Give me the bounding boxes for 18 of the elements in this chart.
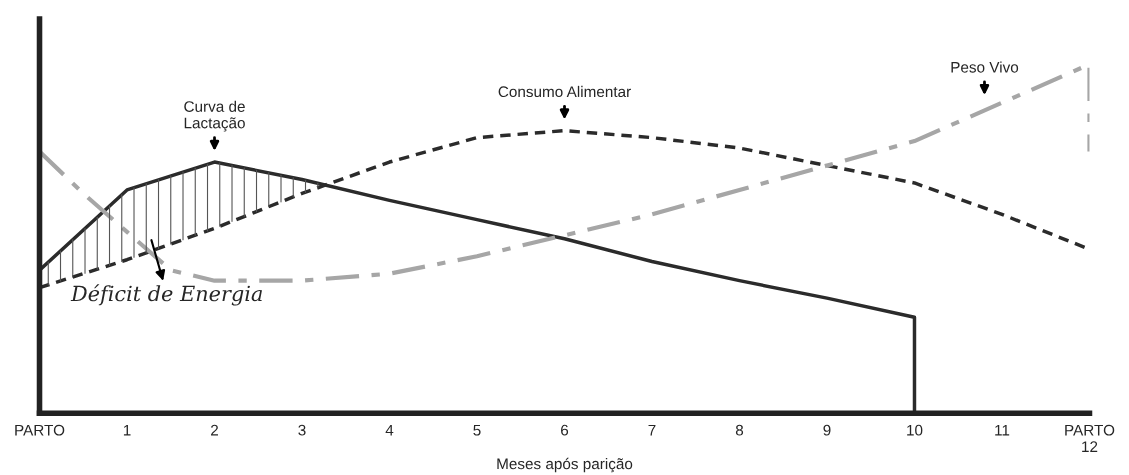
x-axis-title: Meses após parição [497, 457, 633, 473]
x-tick-label: 3 [298, 424, 306, 436]
annotation: Peso Vivo [951, 61, 1019, 73]
x-tick-label: 1 [123, 424, 131, 436]
annotation: Curva de Lactação [184, 100, 245, 132]
x-tick-label: 5 [473, 424, 481, 436]
annotation: Consumo Alimentar [498, 85, 631, 98]
x-tick-label: 11 [995, 424, 1010, 436]
x-tick-label: 4 [385, 424, 394, 436]
annotation: Déficit de Energia [70, 284, 262, 306]
x-tick-label: 6 [561, 424, 569, 436]
x-tick-label: 8 [735, 424, 744, 436]
x-tick-label: PARTO [15, 424, 65, 436]
x-tick-label: 2 [211, 424, 218, 436]
x-tick-label: 7 [648, 424, 656, 436]
x-tick-label: PARTO 12 [1065, 424, 1115, 452]
x-tick-label: 10 [907, 424, 923, 436]
x-tick-label: 9 [823, 424, 831, 436]
